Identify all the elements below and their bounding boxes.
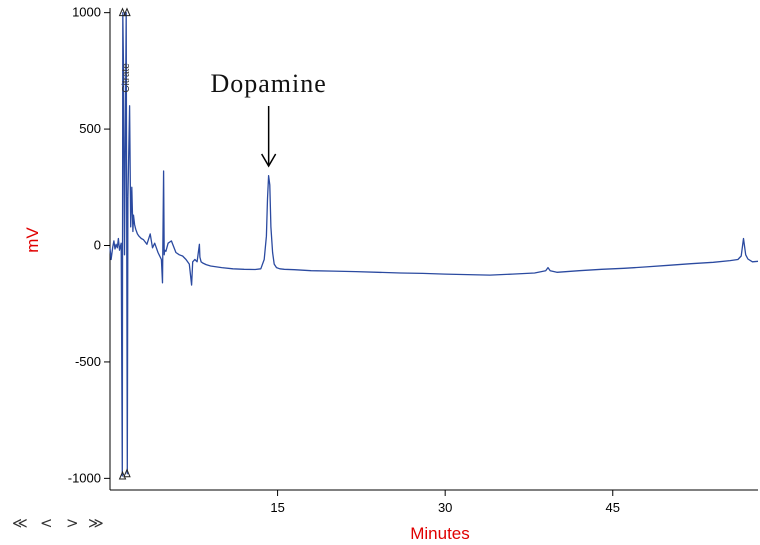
axes xyxy=(109,8,758,491)
peak-marker-triangle xyxy=(123,468,131,478)
annotation-arrow-head xyxy=(261,153,277,168)
trace-group xyxy=(109,12,759,477)
peak-marker-triangle xyxy=(118,7,127,17)
y-tick-label: -1000 xyxy=(68,470,101,485)
peak-marker-triangle xyxy=(123,7,131,17)
x-tick-label: 15 xyxy=(270,500,284,515)
y-tick-label: 0 xyxy=(94,238,101,253)
nav-next-button[interactable]: > xyxy=(66,514,79,532)
nav-first-button[interactable]: ≪ xyxy=(12,514,28,532)
y-tick-label: -500 xyxy=(75,354,101,369)
markers-group: Citrate xyxy=(118,7,132,480)
y-tick-label: 1000 xyxy=(72,5,101,20)
x-axis-title: Minutes xyxy=(410,524,470,543)
nav-prev-button[interactable]: < xyxy=(40,514,53,532)
y-axis-title: mV xyxy=(23,227,42,253)
x-tick-label: 30 xyxy=(438,500,452,515)
annotations-group: Dopamine xyxy=(210,69,326,168)
series-line xyxy=(109,12,759,477)
ticks: 1000 500 0 -500 -1000 15 30 45 xyxy=(68,5,620,515)
peak-label: Citrate xyxy=(121,63,132,93)
nav-last-button[interactable]: ≫ xyxy=(88,514,104,532)
annotation-label: Dopamine xyxy=(210,69,326,98)
y-tick-label: 500 xyxy=(79,121,101,136)
x-tick-label: 45 xyxy=(606,500,620,515)
